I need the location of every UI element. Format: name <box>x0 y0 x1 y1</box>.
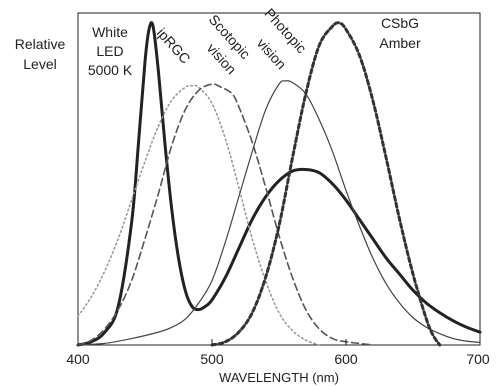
series-label-white-led-2: LED <box>96 43 123 59</box>
series-label-csbg-amber-2: Amber <box>379 35 421 51</box>
csbg-amber-curve <box>210 21 442 347</box>
y-axis-label-line-1: Relative <box>15 36 66 52</box>
x-ticks: 400 500 600 700 <box>66 339 490 367</box>
plot-frame <box>77 12 481 346</box>
y-axis-label-line-2: Level <box>23 56 56 72</box>
white-led-curve <box>76 21 482 347</box>
series-label-white-led-3: 5000 K <box>88 62 133 78</box>
series-group <box>76 21 482 347</box>
scotopic-curve <box>77 83 374 346</box>
iprgc-curve <box>77 84 320 346</box>
x-tick-label-400: 400 <box>66 351 90 367</box>
series-label-csbg-amber-1: CSbG <box>381 15 419 31</box>
x-tick-label-600: 600 <box>334 351 358 367</box>
photopic-curve <box>77 80 481 346</box>
x-tick-label-500: 500 <box>200 351 224 367</box>
series-label-iprgc: ipRGC <box>154 25 194 67</box>
series-label-white-led-1: White <box>92 24 128 40</box>
x-axis-title: WAVELENGTH (nm) <box>219 370 339 385</box>
x-tick-label-700: 700 <box>466 351 490 367</box>
